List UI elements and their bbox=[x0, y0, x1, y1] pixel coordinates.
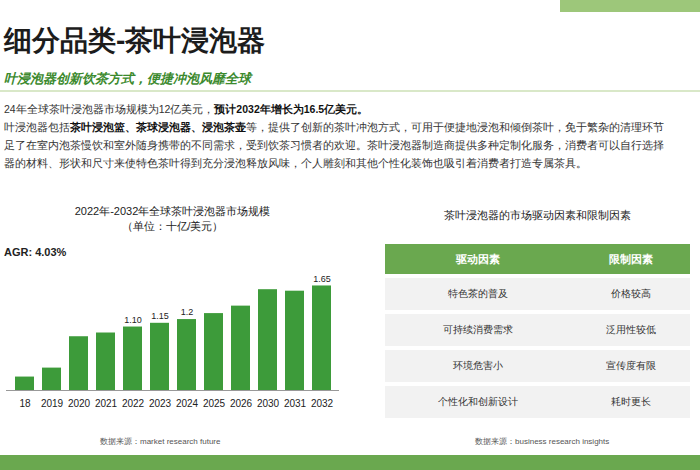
svg-text:2020: 2020 bbox=[68, 398, 91, 409]
html-text:足了在室内泡茶慢饮和室外随身携带的不同需求，受到饮茶习惯者的: 足了在室内泡茶慢饮和室外随身携带的不同需求，受到饮茶习惯者的欢迎。茶叶浸泡器制造… bbox=[4, 139, 664, 151]
svg-text:1.65: 1.65 bbox=[313, 274, 331, 284]
html-text:泛用性较低: 泛用性较低 bbox=[605, 324, 656, 335]
html-text:（单位：十亿/美元）: （单位：十亿/美元） bbox=[121, 220, 224, 232]
svg-text:1.2: 1.2 bbox=[181, 307, 194, 317]
html-text:2022年-2032年全球茶叶浸泡器市场规模: 2022年-2032年全球茶叶浸泡器市场规模 bbox=[74, 205, 271, 217]
html-text:叶浸泡器创新饮茶方式，便捷冲泡风靡全球: 叶浸泡器创新饮茶方式，便捷冲泡风靡全球 bbox=[4, 71, 251, 86]
html-text:价格较高: 价格较高 bbox=[610, 288, 651, 299]
html-text:宣传度有限: 宣传度有限 bbox=[605, 360, 656, 371]
html-text:特色茶的普及: 特色茶的普及 bbox=[448, 288, 509, 299]
svg-text:2024: 2024 bbox=[176, 398, 199, 409]
svg-text:2030: 2030 bbox=[257, 398, 280, 409]
html-text:24年全球茶叶浸泡器市场规模为12亿美元，预计2032年增长: 24年全球茶叶浸泡器市场规模为12亿美元，预计2032年增长为16.5亿美元。 bbox=[4, 103, 369, 115]
svg-text:2031: 2031 bbox=[284, 398, 307, 409]
html-text:数据来源：market research future: 数据来源：market research future bbox=[100, 437, 221, 446]
html-text:耗时更长: 耗时更长 bbox=[610, 396, 651, 407]
html-text:可持续消费需求: 可持续消费需求 bbox=[443, 324, 514, 335]
html-text:器的材料、形状和尺寸来使特色茶叶得到充分浸泡释放风味，个人雕: 器的材料、形状和尺寸来使特色茶叶得到充分浸泡释放风味，个人雕刻和其他个性化装饰也… bbox=[4, 157, 587, 169]
svg-text:2021: 2021 bbox=[95, 398, 118, 409]
svg-text:1.10: 1.10 bbox=[124, 315, 142, 325]
svg-text:2026: 2026 bbox=[230, 398, 253, 409]
svg-text:2023: 2023 bbox=[149, 398, 172, 409]
html-text:数据来源：business research insight: 数据来源：business research insights bbox=[475, 437, 610, 446]
html-text:限制因素: 限制因素 bbox=[608, 252, 653, 265]
svg-text:2019: 2019 bbox=[41, 398, 64, 409]
html-text:环境危害小: 环境危害小 bbox=[453, 360, 504, 371]
svg-text:2032: 2032 bbox=[311, 398, 334, 409]
svg-text:1.15: 1.15 bbox=[151, 311, 169, 321]
html-text:驱动因素: 驱动因素 bbox=[456, 252, 501, 265]
svg-text:18: 18 bbox=[19, 398, 31, 409]
html-text:个性化和创新设计: 个性化和创新设计 bbox=[438, 396, 519, 407]
html-text:茶叶浸泡器的市场驱动因素和限制因素: 茶叶浸泡器的市场驱动因素和限制因素 bbox=[444, 209, 631, 221]
html-text:叶浸泡器包括茶叶浸泡篮、茶球浸泡器、浸泡茶壶等，提供了创新的: 叶浸泡器包括茶叶浸泡篮、茶球浸泡器、浸泡茶壶等，提供了创新的茶叶冲泡方式，可用于… bbox=[4, 121, 664, 133]
svg-text:2022: 2022 bbox=[122, 398, 145, 409]
html-text:细分品类-茶叶浸泡器: 细分品类-茶叶浸泡器 bbox=[4, 25, 266, 56]
svg-text:2025: 2025 bbox=[203, 398, 226, 409]
html-text:AGR: 4.03%: AGR: 4.03% bbox=[4, 246, 67, 258]
